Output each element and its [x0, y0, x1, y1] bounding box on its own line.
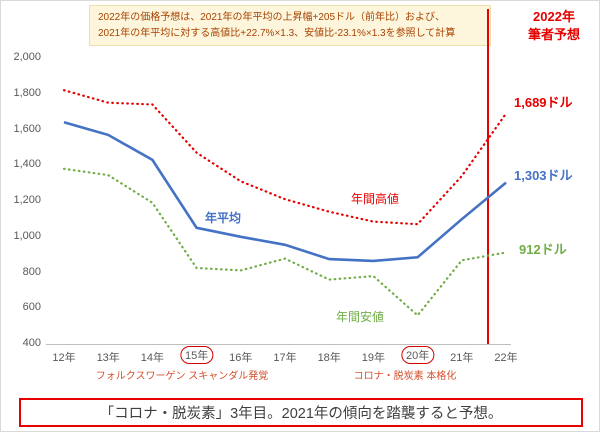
forecast-high-value: 1,689ドル — [514, 95, 573, 110]
x-axis-label: 17年 — [273, 352, 297, 364]
calculation-note-line2: 2021年の年平均に対する高値比+22.7%×1.3、安値比-23.1%×1.3… — [98, 28, 456, 39]
x-axis-label: 13年 — [96, 352, 120, 364]
forecast-low-value: 912ドル — [519, 242, 567, 257]
y-axis-label: 1,200 — [13, 194, 41, 206]
forecast-title-line2: 筆者予想 — [527, 26, 580, 42]
x-axis-label: 22年 — [494, 352, 518, 364]
x-axis-label-highlighted: 20年 — [400, 346, 435, 364]
y-axis-label: 1,800 — [13, 86, 41, 99]
x-axis-label: 21年 — [450, 352, 474, 364]
x-axis-label: 12年 — [52, 352, 76, 364]
plot-area — [46, 89, 511, 345]
event-annotation-corona: コロナ・脱炭素 本格化 — [353, 371, 457, 382]
bottom-caption-text: 「コロナ・脱炭素」3年目。2021年の傾向を踏襲すると予想。 — [99, 406, 503, 422]
x-axis-label: 18年 — [317, 352, 341, 364]
calculation-note-line1: 2022年の価格予想は、2021年の年平均の上昇幅+205ドル（前年比）および、 — [98, 12, 446, 23]
y-axis-label: 800 — [22, 265, 41, 278]
y-axis-label: 1,400 — [13, 158, 41, 171]
series-label-low: 年間安値 — [336, 310, 385, 324]
bottom-caption-box: 「コロナ・脱炭素」3年目。2021年の傾向を踏襲すると予想。 — [19, 398, 583, 427]
line-high — [62, 89, 508, 226]
y-axis-label: 2,000 — [13, 51, 41, 63]
y-axis-label: 1,000 — [13, 229, 41, 242]
y-axis-label: 400 — [22, 337, 41, 349]
forecast-average-value: 1,303ドル — [514, 168, 573, 183]
forecast-title-line1: 2022年 — [533, 9, 575, 24]
x-axis-label-highlighted: 15年 — [179, 346, 214, 364]
line-low — [62, 167, 508, 317]
series-label-average: 年平均 — [205, 211, 242, 225]
x-axis-label: 16年 — [229, 352, 253, 364]
x-axis-label: 19年 — [361, 352, 386, 364]
y-axis-label: 1,600 — [13, 122, 41, 135]
calculation-note: 2022年の価格予想は、2021年の年平均の上昇幅+205ドル（前年比）および、… — [89, 5, 491, 46]
line-avg — [63, 121, 507, 263]
event-annotation-volkswagen: フォルクスワーゲン スキャンダル発覚 — [95, 371, 269, 382]
prediction-divider-line — [487, 9, 489, 345]
y-axis-label: 600 — [22, 301, 41, 314]
series-label-high: 年間高値 — [351, 192, 400, 206]
forecast-title: 2022年 筆者予想 — [513, 8, 595, 43]
x-axis-label: 14年 — [140, 352, 165, 364]
